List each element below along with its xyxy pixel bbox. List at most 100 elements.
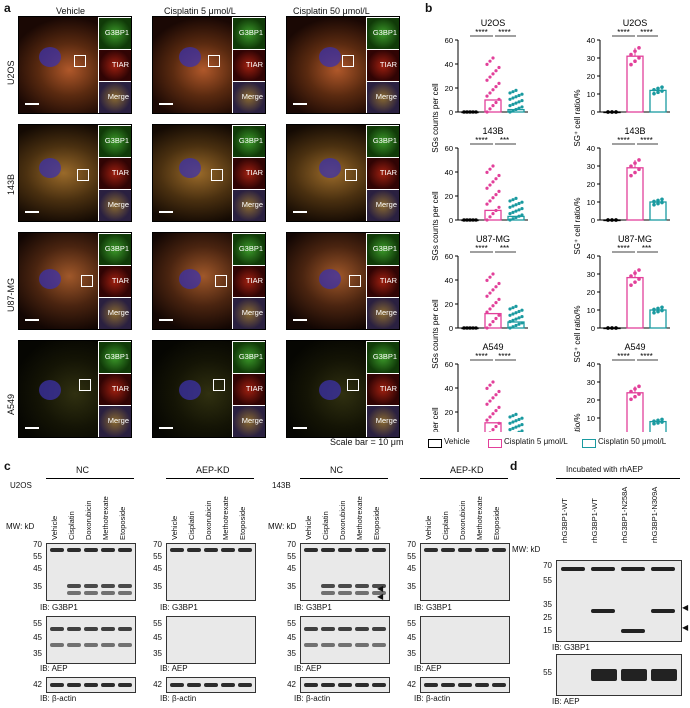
blot-band [101,548,115,552]
y-tick-label: 60 [445,36,453,45]
data-point [520,314,524,319]
inset-label: G3BP1 [238,28,263,37]
y-tick-label: 20 [587,288,595,297]
blot-band [621,629,645,633]
data-point [614,326,618,330]
blot-band [118,683,132,687]
blot-band [355,643,369,647]
inset-label: G3BP1 [104,136,129,145]
blot-band [321,548,335,552]
blot-band [458,683,472,687]
y-tick-label: 20 [445,408,453,417]
y-tick-label: 30 [587,162,595,171]
inset-tiar: TIAR [232,265,265,298]
data-point [520,429,524,432]
blot-band [321,643,335,647]
data-point [508,421,512,425]
data-point [471,218,475,222]
lane-label: Cisplatin [187,511,196,540]
data-point [633,280,637,284]
data-point [514,323,518,328]
data-point [520,206,524,211]
data-point [514,215,518,220]
lane-label: Methotrexate [355,496,364,540]
data-point [485,418,489,422]
data-point [511,420,515,424]
data-point [629,283,633,287]
data-point [494,300,498,305]
inset-g3bp1: G3BP1 [98,17,131,50]
inset-label: TIAR [111,168,129,177]
data-point [508,218,512,222]
micrograph-143b-1: G3BP1 TIAR Merge [152,124,266,222]
data-point [614,110,618,114]
inset-label: TIAR [111,276,129,285]
mw-label: 45 [153,633,162,642]
data-point [520,92,524,96]
group-rule [420,478,508,479]
blot-band [67,584,81,588]
data-point [488,183,492,187]
blot-band [101,591,115,595]
sig-label: **** [640,136,652,145]
blot-band [475,548,489,552]
blot-band [372,683,386,687]
lane-label: rhG3BP1-WT [560,497,569,543]
blot-band [84,584,98,588]
data-point [511,109,515,113]
data-point [660,308,664,313]
data-point [660,85,664,89]
mw-label: 35 [407,582,416,591]
data-point [497,405,501,410]
nucleus-blob [39,269,61,289]
blot-actin [420,677,510,693]
inset-g3bp1: G3BP1 [98,233,131,266]
inset-merge: Merge [232,405,265,437]
data-point [637,384,641,389]
data-point [508,313,512,317]
blot-band [304,643,318,647]
blot-band [355,584,369,588]
inset-label: TIAR [111,60,129,69]
group-rule [300,478,388,479]
scale-bar [25,103,39,105]
data-point [517,417,521,422]
inset-g3bp1: G3BP1 [232,125,265,158]
y-tick-label: 20 [445,300,453,309]
data-point [488,91,492,95]
mw-label: 55 [287,619,296,628]
ib-label-g3bp1: IB: G3BP1 [160,603,198,612]
y-tick-label: 20 [445,192,453,201]
data-point [485,326,489,330]
mw-label: 45 [153,564,162,573]
mw-label: 42 [33,680,42,689]
blot-actin [46,677,136,693]
scale-bar [25,319,39,321]
data-point [629,274,633,278]
blot-band [84,683,98,687]
data-point [633,59,637,64]
legend-swatch-vehicle [428,439,442,448]
scale-bar [159,427,173,429]
data-point [491,396,495,400]
inset-label: G3BP1 [238,136,263,145]
data-point [491,288,495,292]
lane-label: Etoposide [118,506,127,540]
lane-label: rhG3BP1-N309A [650,486,659,543]
lane-label: Methotrexate [101,496,110,540]
data-point [517,208,521,212]
data-point [491,88,495,92]
mw-label: 55 [543,668,552,677]
mw-label: 35 [153,649,162,658]
data-point [497,81,501,86]
lane-label: Cisplatin [321,511,330,540]
data-point [637,167,641,172]
blot-band [118,627,132,631]
data-point [511,102,515,106]
data-point [511,204,515,208]
mw-label: 45 [33,633,42,642]
data-point [629,62,633,67]
data-point [491,72,495,76]
inset-label: G3BP1 [238,244,263,253]
data-point [488,275,492,279]
